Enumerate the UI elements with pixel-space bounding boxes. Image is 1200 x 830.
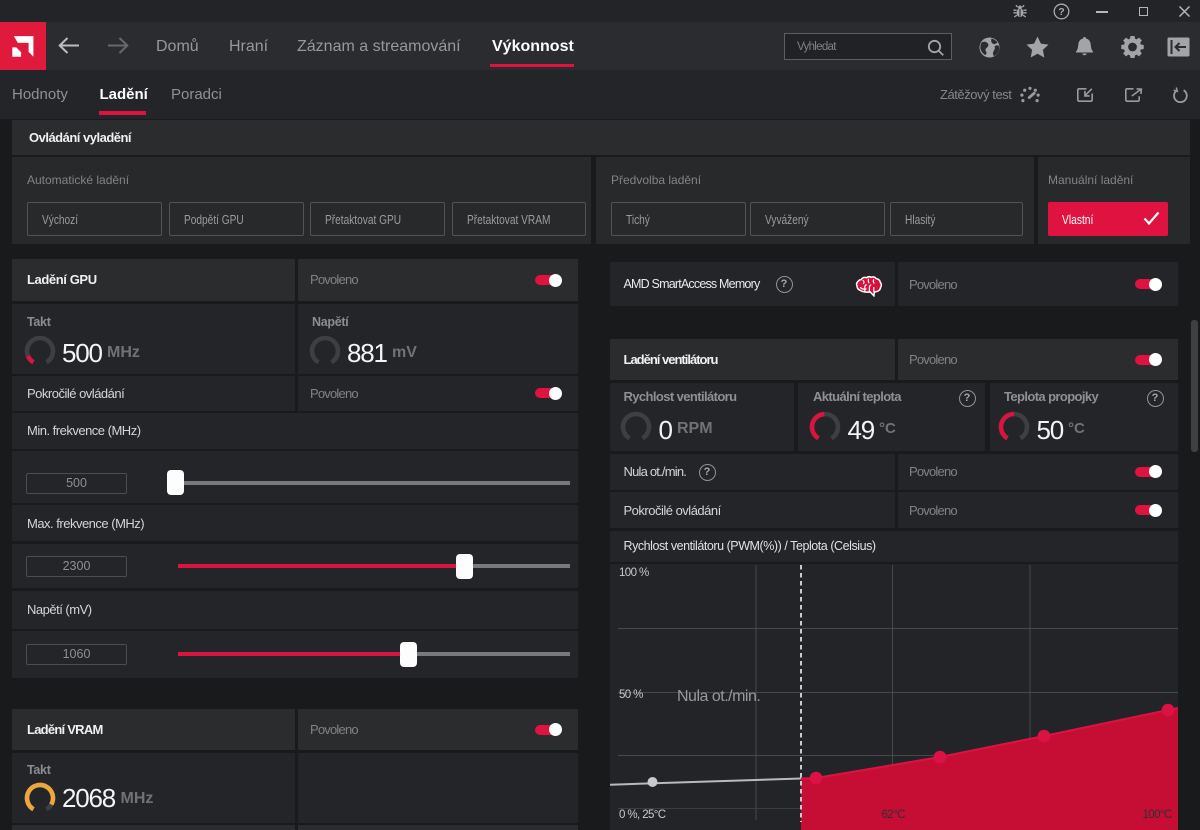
svg-text:?: ? [1058,6,1064,18]
